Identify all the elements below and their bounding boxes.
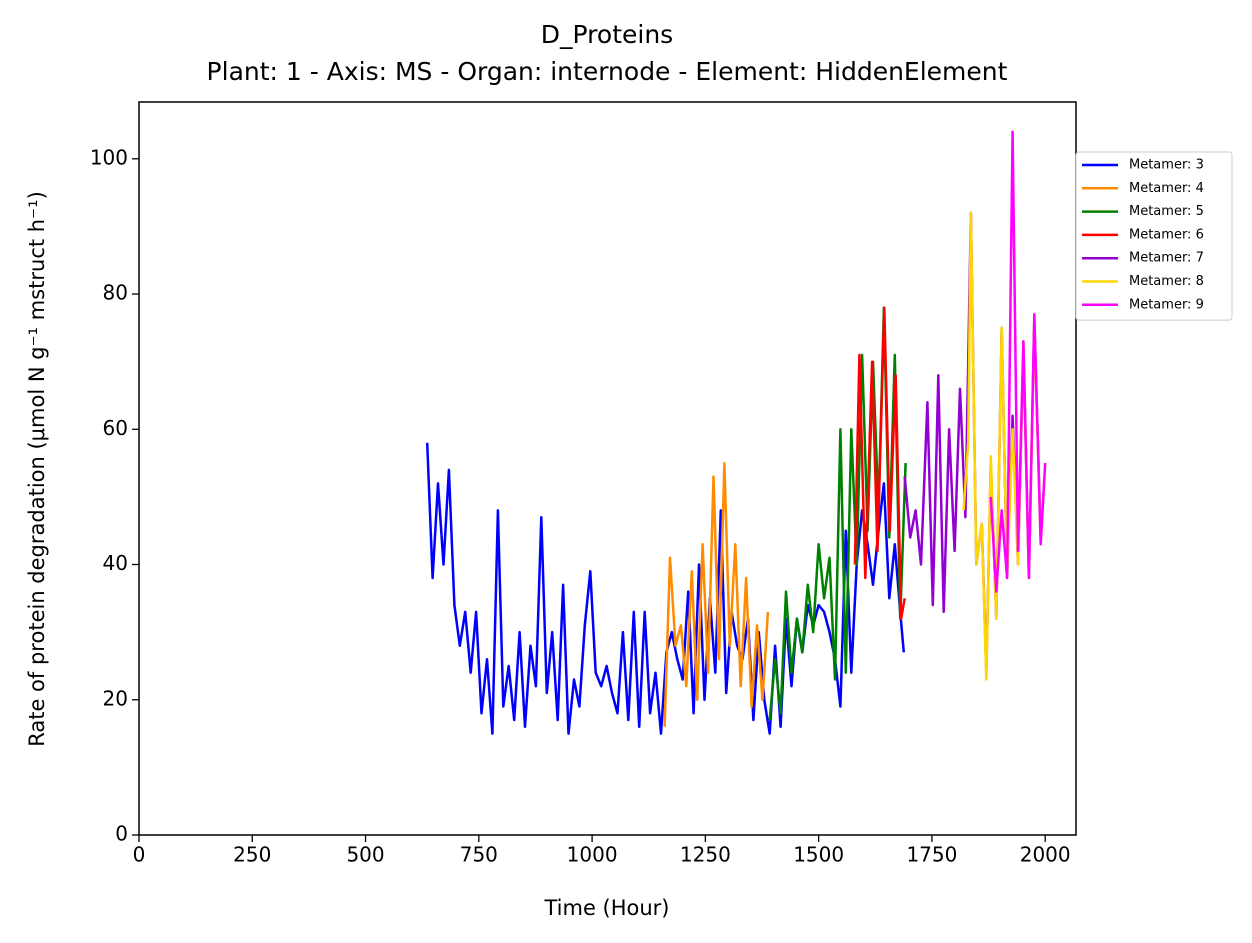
series-line — [663, 461, 770, 727]
legend: Metamer: 3 Metamer: 4 Metamer: 5 Metamer: 6… — [1075, 151, 1233, 321]
legend-label: Metamer: 3 — [1129, 158, 1204, 173]
legend-label: Metamer: 8 — [1129, 274, 1204, 289]
plot-area — [425, 130, 1047, 735]
series-line — [853, 306, 906, 620]
y-tick-label: 0 — [115, 822, 128, 846]
x-tick-label: 250 — [233, 843, 271, 867]
legend-label: Metamer: 5 — [1129, 204, 1204, 219]
x-tick-label: 1000 — [567, 843, 618, 867]
series-line — [989, 130, 1047, 593]
x-tick-label: 500 — [346, 843, 384, 867]
x-axis-label: Time (Hour) — [543, 896, 669, 920]
y-axis-label: Rate of protein degradation (μmol N g⁻¹ … — [25, 191, 49, 747]
chart-title: D_Proteins — [541, 20, 673, 49]
legend-box — [1075, 151, 1233, 321]
legend-label: Metamer: 6 — [1129, 227, 1204, 242]
axes-frame — [138, 101, 1077, 836]
y-tick-label: 60 — [103, 416, 128, 440]
x-tick-label: 750 — [460, 843, 498, 867]
y-tick-label: 80 — [103, 281, 128, 305]
legend-label: Metamer: 4 — [1129, 181, 1204, 196]
legend-label: Metamer: 9 — [1129, 297, 1204, 312]
y-tick-label: 40 — [103, 551, 128, 575]
x-tick-label: 2000 — [1020, 843, 1071, 867]
x-tick-label: 1250 — [680, 843, 731, 867]
x-tick-label: 1500 — [793, 843, 844, 867]
chart-subtitle: Plant: 1 - Axis: MS - Organ: internode -… — [207, 57, 1008, 86]
series-line — [962, 211, 1047, 681]
x-tick-label: 1750 — [906, 843, 957, 867]
y-tick-label: 100 — [90, 145, 128, 169]
x-tick-label: 0 — [133, 843, 146, 867]
y-tick-label: 20 — [103, 686, 128, 710]
legend-label: Metamer: 7 — [1129, 251, 1204, 266]
